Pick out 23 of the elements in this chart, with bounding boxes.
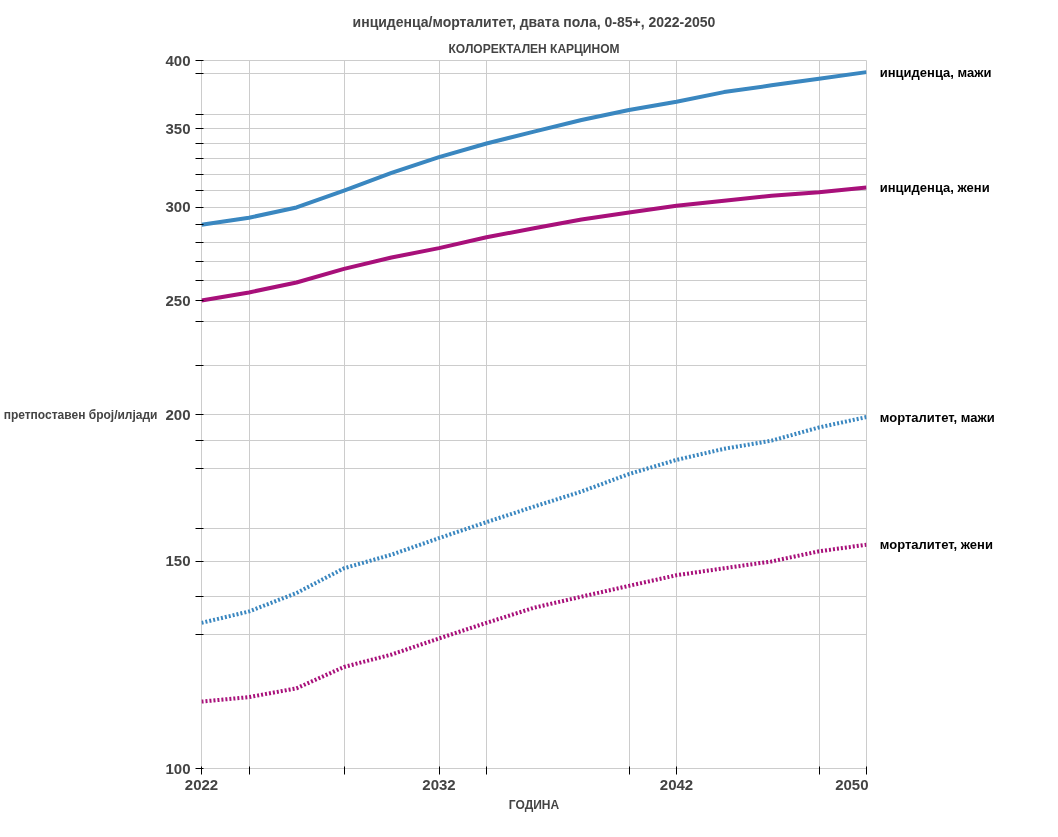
x-axis-title: ГОДИНА [508, 797, 560, 812]
y-tick-label: 300 [165, 198, 191, 216]
x-tick-label: 2022 [184, 775, 219, 793]
chart-subtitle: КОЛОРЕКТАЛЕН КАРЦИНОМ [448, 41, 620, 56]
line-series [201, 185, 867, 303]
series-label: морталитет, жени [879, 537, 993, 553]
line-series [201, 542, 867, 704]
y-tick-label: 150 [165, 552, 191, 570]
series-label: инциденца, мажи [879, 64, 992, 80]
chart-title: инциденца/морталитет, двата пола, 0-85+, 2022-2050 [352, 13, 716, 30]
y-tick-label: 400 [165, 51, 191, 69]
x-tick-label: 2050 [835, 775, 869, 793]
line-series [201, 70, 867, 227]
y-tick-label: 200 [165, 405, 191, 423]
line-series [201, 415, 867, 625]
y-tick-label: 100 [165, 759, 191, 777]
series-label: морталитет, мажи [879, 409, 995, 425]
x-tick-label: 2032 [422, 775, 456, 793]
y-axis-title: претпоставен број/илјади [3, 407, 158, 422]
x-tick-label: 2042 [659, 775, 694, 793]
y-tick-label: 350 [165, 119, 191, 137]
y-tick-label: 250 [165, 291, 191, 309]
series-label: инциденца, жени [879, 179, 990, 195]
